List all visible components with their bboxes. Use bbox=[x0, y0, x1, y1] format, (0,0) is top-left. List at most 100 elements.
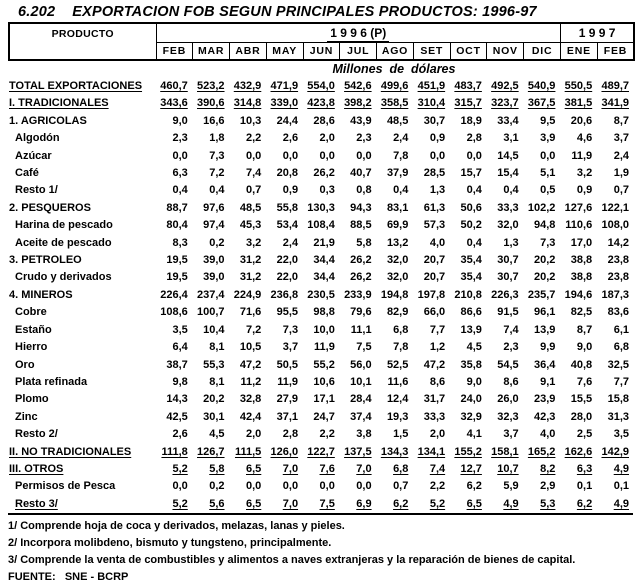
month-column-header: FEB bbox=[156, 42, 194, 60]
value-cell: 2,3 bbox=[356, 132, 372, 145]
value-cell: 4,5 bbox=[209, 428, 225, 441]
table-row: Algodón 2,3 1,8 2,2 2,6 2,0 2,3 2,4 0,9 2,8 3,1 3,9… bbox=[8, 130, 633, 147]
value-cell: 34,4 bbox=[313, 254, 335, 267]
value-cell: 96,1 bbox=[534, 306, 556, 319]
value-cell: 9,0 bbox=[172, 114, 188, 127]
value-cell: 0,4 bbox=[503, 184, 519, 197]
value-cell: 80,4 bbox=[166, 219, 188, 232]
table-row: Zinc 42,5 30,1 42,4 37,1 24,7 37,4 19,3 33,3 32,9… bbox=[8, 409, 633, 426]
value-cell: 6,5 bbox=[246, 497, 262, 510]
row-label: Plata refinada bbox=[15, 375, 88, 388]
value-cell: 13,9 bbox=[534, 323, 556, 336]
value-cell: 9,9 bbox=[540, 341, 556, 354]
value-cell: 28,5 bbox=[423, 167, 446, 180]
value-cell: 4,0 bbox=[429, 236, 446, 249]
value-cell: 38,8 bbox=[570, 254, 593, 267]
row-label: II. NO TRADICIONALES bbox=[9, 445, 132, 458]
value-cell: 26,0 bbox=[497, 393, 519, 406]
value-cell: 30,7 bbox=[497, 271, 519, 284]
value-cell: 30,7 bbox=[423, 114, 446, 127]
value-cell: 127,6 bbox=[564, 201, 593, 214]
value-cell: 97,6 bbox=[203, 201, 225, 214]
value-cell: 20,2 bbox=[534, 254, 556, 267]
value-cell: 6,5 bbox=[246, 462, 262, 475]
value-cell: 4,9 bbox=[503, 497, 519, 510]
value-cell: 30,1 bbox=[203, 410, 225, 423]
year-1997-label: 1 9 9 7 bbox=[578, 25, 616, 40]
value-cell: 3,2 bbox=[576, 167, 593, 180]
value-cell: 52,5 bbox=[386, 358, 409, 371]
value-cell: 7,3 bbox=[540, 236, 556, 249]
row-label: Aceite de pescado bbox=[15, 236, 112, 249]
value-cell: 22,0 bbox=[276, 254, 299, 267]
value-cell: 554,0 bbox=[307, 80, 335, 92]
value-cell: 8,6 bbox=[429, 375, 446, 388]
row-label: 4. MINEROS bbox=[9, 288, 73, 301]
value-cell: 3,8 bbox=[356, 428, 372, 441]
value-cell: 343,6 bbox=[160, 97, 188, 110]
value-cell: 236,8 bbox=[270, 288, 299, 301]
value-cell: 11,6 bbox=[387, 375, 409, 388]
header-month-row: FEB MAR ABR MAY JUN JUL AGO SET OCT NOV DIC ENE FEB bbox=[9, 42, 634, 60]
value-cell: 7,3 bbox=[282, 323, 299, 336]
value-cell: 540,9 bbox=[527, 80, 556, 92]
value-cell: 9,8 bbox=[172, 375, 188, 388]
table-row: 4. MINEROS 226,4 237,4 224,9 236,8 230,5 233,9… bbox=[8, 287, 633, 304]
value-cell: 31,7 bbox=[423, 393, 446, 406]
value-cell: 33,3 bbox=[423, 410, 446, 423]
value-cell: 111,8 bbox=[161, 445, 188, 458]
value-cell: 0,9 bbox=[429, 132, 446, 145]
value-cell: 7,2 bbox=[246, 323, 262, 336]
value-cell: 15,4 bbox=[497, 167, 519, 180]
value-cell: 111,5 bbox=[234, 445, 262, 458]
value-cell: 0,0 bbox=[540, 149, 556, 162]
value-cell: 6,8 bbox=[613, 341, 629, 354]
value-cell: 432,9 bbox=[233, 80, 262, 92]
value-cell: 6,3 bbox=[172, 167, 188, 180]
value-cell: 23,9 bbox=[534, 393, 556, 406]
value-cell: 4,9 bbox=[613, 497, 629, 510]
value-cell: 32,5 bbox=[607, 358, 629, 371]
value-cell: 5,8 bbox=[356, 236, 372, 249]
value-cell: 35,8 bbox=[460, 358, 482, 371]
value-cell: 28,6 bbox=[313, 114, 335, 127]
value-cell: 122,1 bbox=[601, 201, 629, 214]
value-cell: 3,1 bbox=[503, 132, 519, 145]
value-cell: 0,0 bbox=[282, 480, 299, 493]
value-cell: 6,2 bbox=[393, 497, 409, 510]
value-cell: 7,5 bbox=[356, 341, 372, 354]
value-cell: 142,9 bbox=[601, 445, 629, 458]
value-cell: 5,2 bbox=[429, 497, 446, 510]
value-cell: 0,0 bbox=[319, 149, 335, 162]
value-cell: 492,5 bbox=[491, 80, 519, 92]
value-cell: 367,5 bbox=[527, 97, 556, 110]
product-label: PRODUCTO bbox=[51, 28, 114, 40]
value-cell: 0,1 bbox=[576, 480, 593, 493]
footnotes-block: 1/ Comprende hoja de coca y derivados, m… bbox=[8, 515, 643, 586]
value-cell: 158,1 bbox=[491, 445, 519, 458]
value-cell: 499,6 bbox=[380, 80, 409, 92]
table-row: Oro 38,7 55,3 47,2 50,5 55,2 56,0 52,5 47,2 35,8 5… bbox=[8, 357, 633, 374]
month-column-header: JUL bbox=[339, 42, 378, 60]
units-label: Millones de dólares bbox=[332, 62, 456, 76]
value-cell: 5,6 bbox=[209, 497, 225, 510]
table-row: Hierro 6,4 8,1 10,5 3,7 11,9 7,5 7,8 1,2 4,5 2,3 9,… bbox=[8, 339, 633, 356]
value-cell: 3,7 bbox=[503, 428, 519, 441]
value-cell: 187,3 bbox=[601, 288, 629, 301]
table-row: I. TRADICIONALES 343,6 390,6 314,8 339,0 423,… bbox=[8, 95, 633, 112]
value-cell: 8,1 bbox=[209, 341, 225, 354]
value-cell: 197,8 bbox=[417, 288, 446, 301]
value-cell: 390,6 bbox=[197, 97, 225, 110]
value-cell: 32,9 bbox=[460, 410, 482, 423]
row-label: Permisos de Pesca bbox=[15, 480, 116, 493]
value-cell: 26,2 bbox=[350, 271, 372, 284]
value-cell: 5,9 bbox=[503, 480, 519, 493]
value-cell: 398,2 bbox=[344, 97, 372, 110]
value-cell: 1,2 bbox=[429, 341, 446, 354]
value-cell: 12,7 bbox=[460, 462, 482, 475]
value-cell: 126,0 bbox=[270, 445, 299, 458]
value-cell: 0,0 bbox=[172, 480, 188, 493]
value-cell: 40,8 bbox=[570, 358, 593, 371]
value-cell: 82,5 bbox=[570, 306, 593, 319]
value-cell: 26,2 bbox=[313, 167, 335, 180]
